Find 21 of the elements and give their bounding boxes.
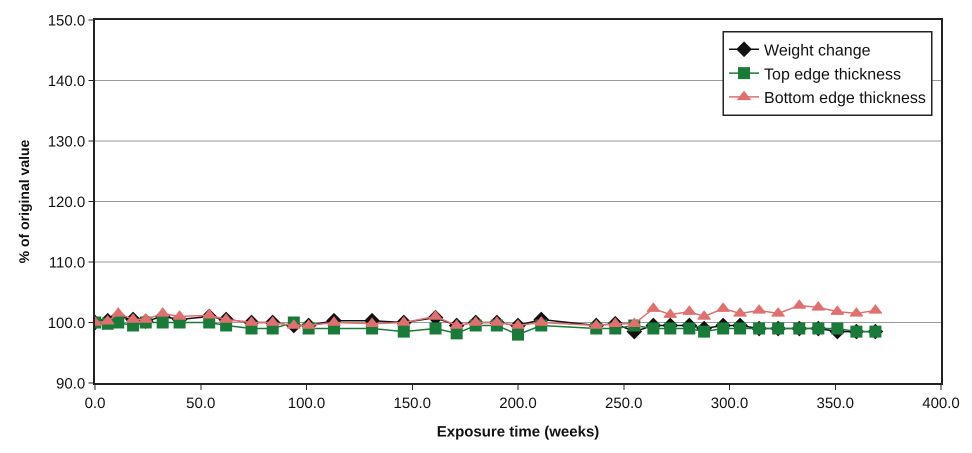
x-tick-label: 350.0 [816,394,854,412]
x-tick-label: 300.0 [710,394,748,412]
x-tick-label: 200.0 [499,394,537,412]
y-tick-label: 90.0 [56,375,86,392]
y-tick-label: 100.0 [48,314,86,332]
legend-label: Top edge thickness [764,66,902,84]
y-tick-label: 120.0 [48,194,86,211]
y-tick-label: 130.0 [48,133,86,150]
x-axis-title: Exposure time (weeks) [436,423,600,440]
y-tick-label: 150.0 [48,12,86,30]
legend-label: Weight change [764,42,871,60]
legend-label: Bottom edge thickness [764,90,926,108]
x-tick-label: 100.0 [288,394,326,412]
x-tick-label: 250.0 [604,394,643,412]
x-tick-label: 0.0 [84,394,106,412]
y-tick-label: 110.0 [48,254,86,272]
x-tick-label: 400.0 [922,394,960,412]
y-axis-title: % of original value [16,139,32,264]
y-tick-label: 140.0 [48,72,86,90]
x-tick-label: 50.0 [186,394,216,412]
x-tick-label: 150.0 [393,394,432,412]
